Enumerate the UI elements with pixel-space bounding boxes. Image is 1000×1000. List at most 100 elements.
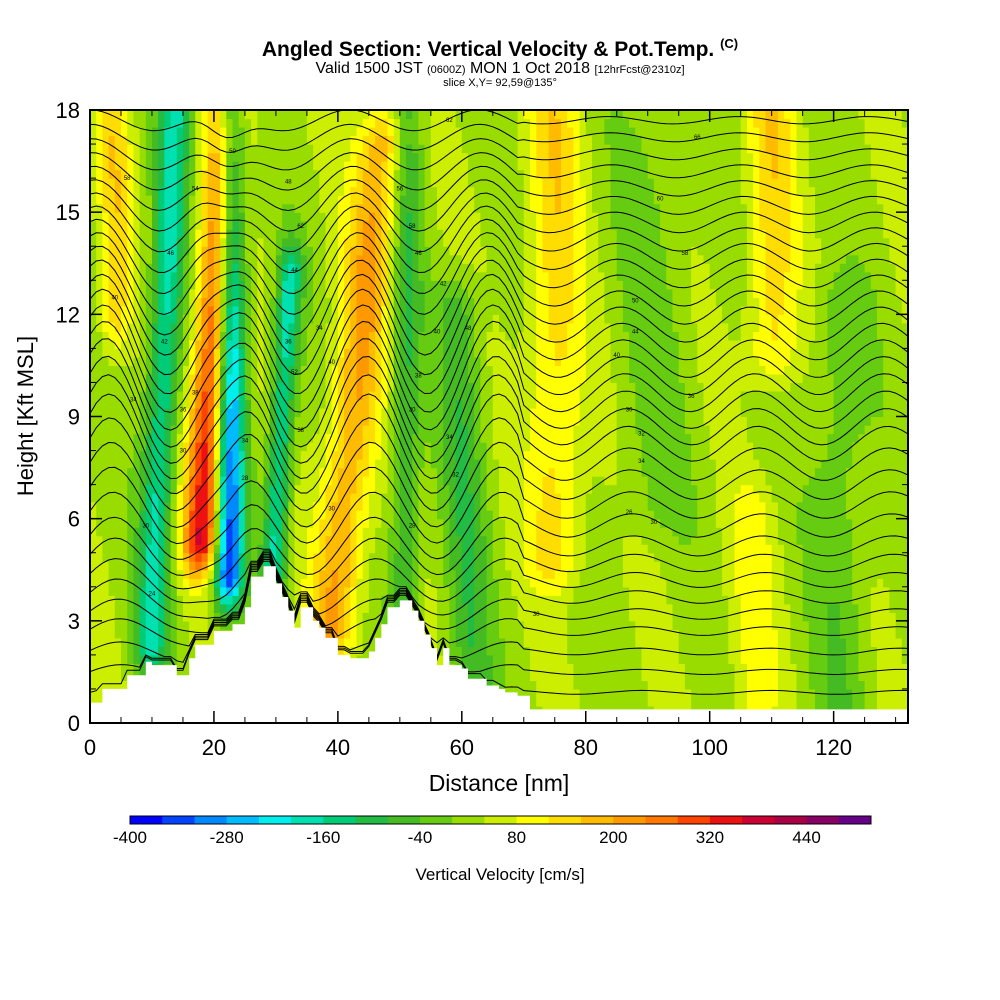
velocity-cell [746, 391, 754, 443]
contour-label: 66 [694, 135, 701, 141]
velocity-cell [257, 391, 265, 486]
velocity-cell [672, 629, 680, 723]
contour-label: 30 [142, 524, 149, 530]
velocity-cell [629, 535, 636, 622]
velocity-cell [207, 305, 215, 528]
velocity-cell [468, 186, 475, 264]
velocity-cell [325, 586, 333, 639]
velocity-cell [183, 365, 190, 409]
velocity-cell [213, 544, 221, 554]
contour-label: 34 [446, 435, 453, 441]
velocity-cell [635, 110, 643, 137]
isentrope-line [90, 557, 908, 663]
contour-label: 58 [124, 176, 131, 182]
velocity-cell [220, 603, 227, 613]
isentrope-line [90, 123, 908, 153]
velocity-cell [294, 246, 302, 264]
velocity-cell [102, 331, 110, 358]
velocity-cell [777, 544, 785, 723]
isentrope-line [90, 232, 908, 316]
velocity-cell [418, 110, 426, 145]
velocity-cell [517, 620, 525, 723]
velocity-cell [870, 646, 878, 723]
velocity-cell [145, 433, 153, 486]
isentrope-line [90, 273, 908, 376]
velocity-cell [96, 203, 103, 332]
velocity-cell [858, 433, 866, 681]
velocity-cell [319, 110, 327, 213]
velocity-cell [598, 271, 605, 477]
isentrope-line [90, 320, 908, 431]
velocity-cell [877, 578, 884, 716]
contour-label: 30 [409, 408, 416, 414]
velocity-cell [554, 110, 562, 120]
velocity-cell [226, 305, 234, 341]
velocity-cell [777, 391, 785, 545]
velocity-cell [362, 220, 370, 375]
velocity-cell [201, 110, 209, 171]
velocity-cell [740, 484, 748, 664]
isentrope-line [90, 417, 908, 512]
velocity-cell [257, 484, 265, 545]
isentrope-line [90, 152, 908, 191]
velocity-cell [604, 144, 612, 324]
velocity-cell [288, 110, 296, 205]
y-tick-label: 18 [56, 98, 80, 123]
velocity-cell [90, 110, 97, 222]
velocity-cell [269, 442, 277, 486]
velocity-cell [207, 220, 215, 307]
velocity-cell [232, 586, 240, 596]
velocity-cell [201, 391, 209, 443]
velocity-cell [306, 246, 314, 324]
colorbar-swatch [291, 816, 324, 824]
velocity-cell [474, 271, 481, 358]
contour-label: 56 [396, 186, 403, 192]
velocity-cell [207, 152, 215, 222]
velocity-cell [443, 484, 450, 588]
velocity-cell [827, 373, 835, 435]
velocity-cell [753, 110, 760, 128]
velocity-cell [753, 459, 760, 494]
velocity-cell [220, 595, 227, 605]
isentrope-line [90, 192, 908, 253]
velocity-cell [666, 110, 674, 290]
velocity-cell [121, 135, 128, 307]
velocity-cell [152, 654, 159, 664]
velocity-cell [746, 442, 754, 486]
velocity-cell [443, 280, 450, 298]
velocity-cell [220, 399, 227, 435]
velocity-cell [183, 561, 190, 579]
velocity-cell [592, 212, 599, 477]
isentrope-line [90, 537, 908, 590]
velocity-cell [598, 110, 605, 273]
velocity-cell [542, 578, 550, 596]
velocity-cell [375, 118, 382, 137]
velocity-cell [381, 110, 389, 120]
velocity-cell [827, 603, 835, 723]
velocity-cell [846, 518, 853, 690]
velocity-cell [641, 476, 649, 545]
velocity-cell [418, 331, 426, 469]
velocity-cell [554, 595, 562, 723]
velocity-cell [468, 382, 475, 494]
velocity-cell [486, 110, 494, 332]
colorbar-swatch [484, 816, 518, 824]
velocity-cell [517, 169, 525, 332]
velocity-cell [114, 331, 122, 349]
velocity-cell [102, 561, 110, 723]
velocity-cell [740, 663, 748, 723]
velocity-cell [858, 680, 866, 723]
velocity-cell [145, 544, 153, 656]
velocity-cell [183, 442, 190, 486]
velocity-cell [220, 433, 227, 477]
velocity-cell [96, 331, 103, 537]
velocity-cell [684, 110, 692, 435]
contour-label: 60 [657, 197, 664, 203]
contour-label: 50 [632, 299, 639, 305]
velocity-cell [759, 501, 767, 723]
velocity-cell [455, 110, 463, 128]
velocity-cell [207, 110, 215, 154]
velocity-cell [461, 603, 469, 699]
contour-label: 58 [409, 224, 416, 230]
velocity-cell [238, 127, 246, 213]
